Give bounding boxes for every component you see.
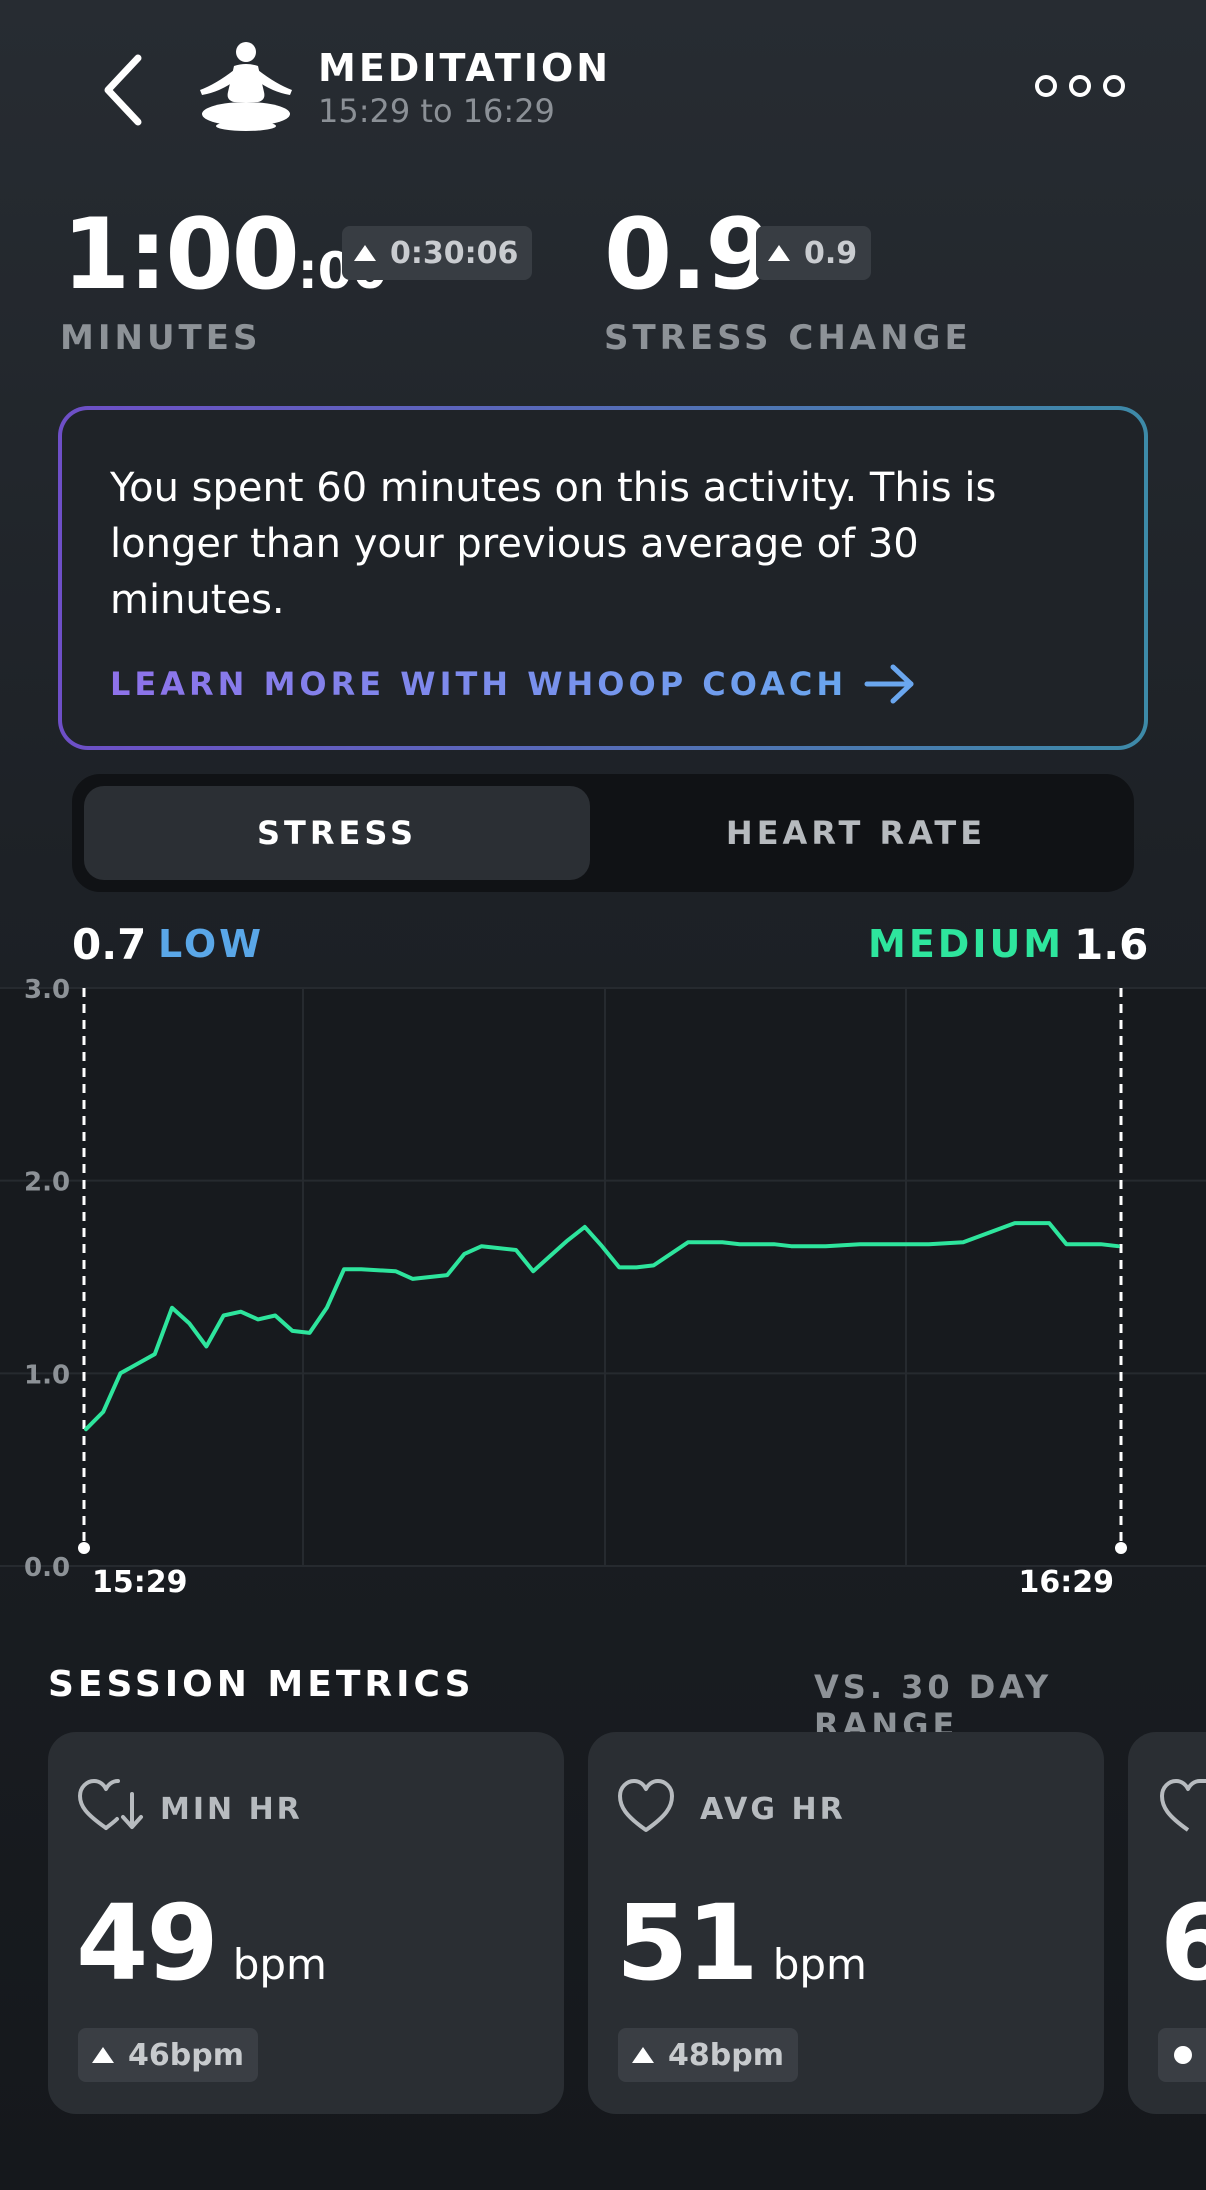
- activity-title: MEDITATION: [318, 46, 612, 90]
- metric-card-min-hr[interactable]: MIN HR 49 bpm 46bpm: [48, 1732, 564, 2114]
- y-tick-label: 0.0: [24, 1553, 70, 1583]
- metric-number: 49: [76, 1882, 219, 2004]
- dot-icon: [1035, 75, 1057, 97]
- metric-delta-badge: 48bpm: [618, 2028, 798, 2082]
- duration-main: 1:00: [62, 198, 300, 312]
- tab-stress[interactable]: STRESS: [84, 786, 590, 880]
- dot-icon: [1103, 75, 1125, 97]
- stress-change-delta: 0.9: [804, 235, 858, 271]
- metric-value: 49 bpm: [76, 1882, 327, 2004]
- stress-change-label: STRESS CHANGE: [604, 318, 972, 358]
- range-end-value: 1.6: [1074, 920, 1149, 969]
- heart-icon: [618, 1779, 674, 1832]
- duration-value: 1:00 :00: [62, 206, 387, 304]
- chart-tabs: STRESS HEART RATE: [72, 774, 1134, 892]
- metric-value: 51 bpm: [616, 1882, 867, 2004]
- duration-delta-badge: 0:30:06: [342, 226, 533, 280]
- activity-time-range: 15:29 to 16:29: [318, 92, 555, 130]
- stress-series-line: [84, 1221, 1120, 1432]
- range-start-value: 0.7: [72, 920, 147, 969]
- y-axis-ticks: 3.0 2.0 1.0 0.0: [24, 975, 70, 1583]
- stress-chart: 3.0 2.0 1.0 0.0 15:29 16:29: [0, 975, 1206, 1600]
- y-tick-label: 3.0: [24, 975, 70, 1005]
- tab-heart-rate[interactable]: HEART RATE: [725, 814, 987, 852]
- arrow-up-icon: [632, 2047, 654, 2063]
- chevron-left-icon: [104, 54, 142, 126]
- session-metrics-title: SESSION METRICS: [48, 1664, 475, 1705]
- metric-delta: 46bpm: [128, 2037, 244, 2073]
- metric-delta-badge: [1158, 2028, 1206, 2082]
- metric-unit: bpm: [232, 1940, 327, 1989]
- coach-link-label: LEARN MORE WITH WHOOP COACH: [110, 665, 848, 703]
- y-tick-label: 2.0: [24, 1168, 70, 1198]
- metric-delta-badge: 46bpm: [78, 2028, 258, 2082]
- x-start-label: 15:29: [92, 1565, 188, 1600]
- heart-icon: [1160, 1779, 1206, 1832]
- arrow-up-icon: [354, 245, 376, 261]
- dot-icon: [1069, 75, 1091, 97]
- metric-value: 6: [1160, 1882, 1206, 2004]
- arrow-up-icon: [768, 245, 790, 261]
- metric-label: AVG HR: [700, 1792, 846, 1827]
- range-start-level: LOW: [158, 922, 265, 966]
- y-tick-label: 1.0: [24, 1360, 70, 1390]
- chart-background: [0, 988, 1206, 1566]
- arrow-right-icon: [864, 664, 914, 704]
- coach-link[interactable]: LEARN MORE WITH WHOOP COACH: [110, 662, 919, 706]
- metric-card-avg-hr[interactable]: AVG HR 51 bpm 48bpm: [588, 1732, 1104, 2114]
- x-end-label: 16:29: [1019, 1565, 1115, 1600]
- metric-unit: bpm: [772, 1940, 867, 1989]
- duration-label: MINUTES: [60, 318, 262, 358]
- end-marker-dot: [1115, 1542, 1127, 1554]
- metric-label: MIN HR: [160, 1792, 303, 1827]
- meditation-icon: [196, 40, 296, 132]
- range-end-level: MEDIUM: [868, 922, 1065, 966]
- stress-change-delta-badge: 0.9: [756, 226, 872, 280]
- stress-change-value: 0.9: [604, 198, 774, 312]
- dot-icon: [1174, 2046, 1192, 2064]
- more-options-button[interactable]: [1035, 70, 1125, 102]
- back-button[interactable]: [96, 50, 156, 130]
- coach-message: You spent 60 minutes on this activity. T…: [110, 465, 997, 623]
- heart-down-icon: [78, 1779, 143, 1830]
- metric-delta: 48bpm: [668, 2037, 784, 2073]
- duration-delta: 0:30:06: [390, 235, 519, 271]
- metric-number: 51: [616, 1882, 759, 2004]
- start-marker-dot: [78, 1542, 90, 1554]
- metric-number: 6: [1160, 1882, 1206, 2004]
- chart-grid: [0, 987, 1206, 1567]
- metric-card-partial[interactable]: 6: [1128, 1732, 1206, 2114]
- arrow-up-icon: [92, 2047, 114, 2063]
- coach-insight-card: You spent 60 minutes on this activity. T…: [58, 406, 1148, 750]
